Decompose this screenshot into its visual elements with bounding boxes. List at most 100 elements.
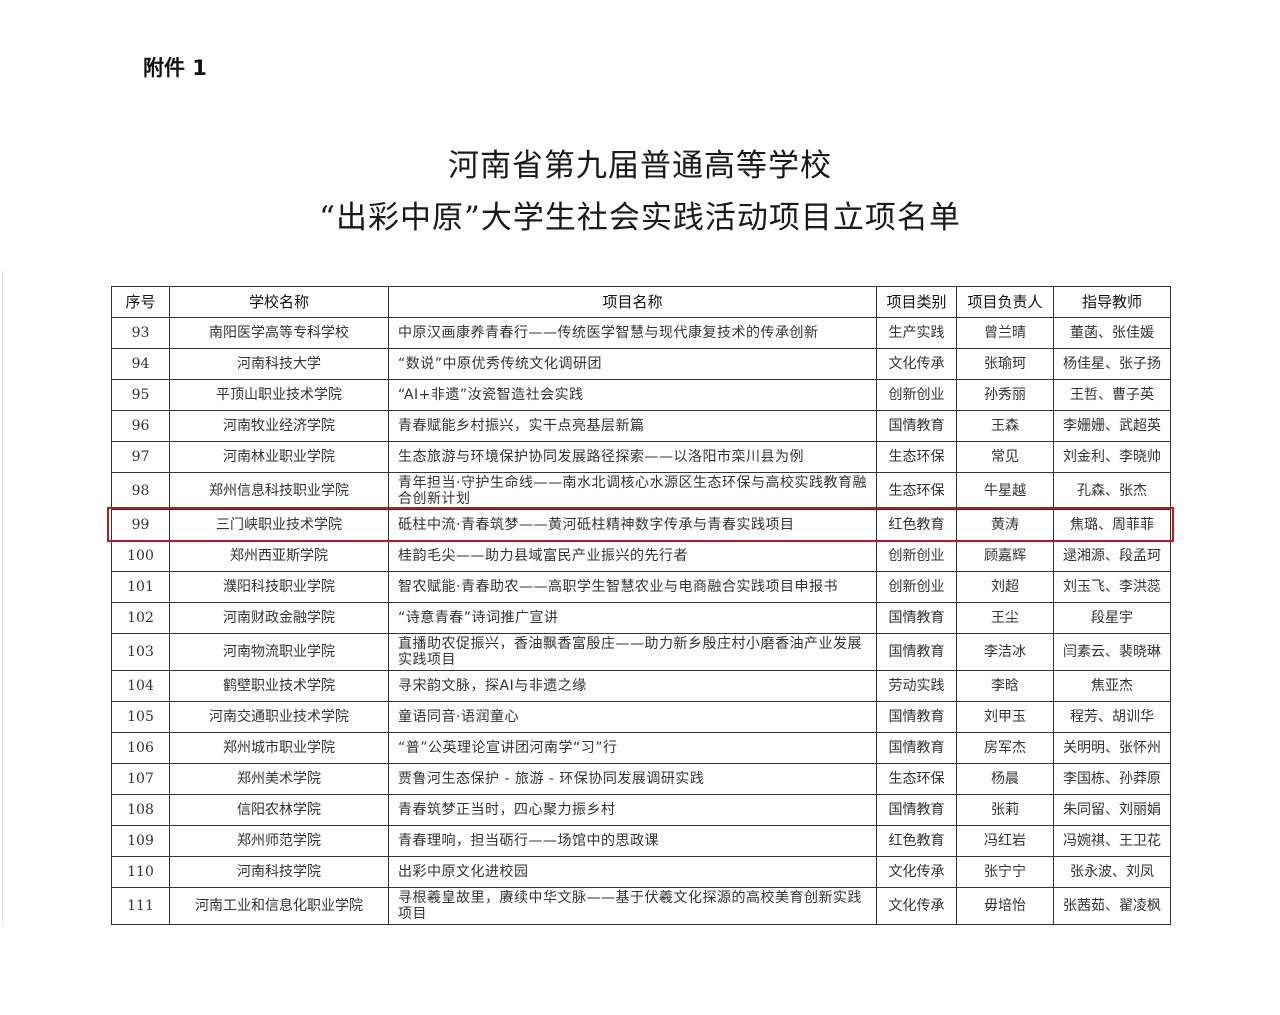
cell-number: 95 xyxy=(111,379,170,411)
cell-project: 童语同音·语润童心 xyxy=(388,701,877,733)
cell-project: 智农赋能·青春助农——高职学生智慧农业与电商融合实践项目申报书 xyxy=(388,571,877,603)
cell-number: 101 xyxy=(111,571,170,603)
table-row: 100 郑州西亚斯学院 桂韵毛尖——助力县域富民产业振兴的先行者 创新创业 顾嘉辉 逯湘源… xyxy=(111,540,1171,572)
cell-number: 94 xyxy=(111,348,170,380)
cell-school: 河南物流职业学院 xyxy=(169,633,389,671)
cell-advisors: 李姗姗、武超英 xyxy=(1053,410,1171,442)
cell-advisors: 闫素云、裴晓琳 xyxy=(1053,633,1171,671)
cell-advisors: 焦璐、周菲菲 xyxy=(1053,509,1171,541)
cell-category: 生态环保 xyxy=(876,472,957,510)
cell-number: 99 xyxy=(111,509,170,541)
cell-leader: 房军杰 xyxy=(956,732,1054,764)
attachment-label: 附件 1 xyxy=(143,56,207,80)
header-school: 学校名称 xyxy=(169,286,389,318)
cell-number: 105 xyxy=(111,701,170,733)
document-title-line1: 河南省第九届普通高等学校 xyxy=(448,148,832,184)
table-row: 95 平顶山职业技术学院 “AI+非遗”汝瓷智造社会实践 创新创业 孙秀丽 王哲、曹子英 xyxy=(111,379,1171,411)
cell-number: 100 xyxy=(111,540,170,572)
cell-number: 98 xyxy=(111,472,170,510)
cell-leader: 张宁宁 xyxy=(956,856,1054,888)
cell-category: 国情教育 xyxy=(876,701,957,733)
header-category: 项目类别 xyxy=(876,286,957,318)
cell-project: 直播助农促振兴，香油飘香富殷庄——助力新乡殷庄村小磨香油产业发展实践项目 xyxy=(388,633,877,671)
cell-number: 108 xyxy=(111,794,170,826)
cell-leader: 毋培怡 xyxy=(956,887,1054,925)
cell-category: 生态环保 xyxy=(876,763,957,795)
cell-leader: 杨晨 xyxy=(956,763,1054,795)
cell-leader: 王尘 xyxy=(956,602,1054,634)
cell-school: 郑州城市职业学院 xyxy=(169,732,389,764)
cell-category: 国情教育 xyxy=(876,732,957,764)
cell-leader: 刘超 xyxy=(956,571,1054,603)
cell-category: 文化传承 xyxy=(876,856,957,888)
cell-advisors: 刘金利、李晓帅 xyxy=(1053,441,1171,473)
cell-project: 青春赋能乡村振兴，实干点亮基层新篇 xyxy=(388,410,877,442)
cell-project: 寻宋韵文脉，探AI与非遗之缘 xyxy=(388,670,877,702)
cell-advisors: 董菡、张佳媛 xyxy=(1053,317,1171,349)
cell-school: 河南交通职业技术学院 xyxy=(169,701,389,733)
cell-project: “普”公英理论宣讲团河南学“习”行 xyxy=(388,732,877,764)
header-advisors: 指导教师 xyxy=(1053,286,1171,318)
cell-school: 河南林业职业学院 xyxy=(169,441,389,473)
cell-number: 93 xyxy=(111,317,170,349)
cell-leader: 常见 xyxy=(956,441,1054,473)
table-row: 101 濮阳科技职业学院 智农赋能·青春助农——高职学生智慧农业与电商融合实践项目申… xyxy=(111,571,1171,603)
cell-number: 97 xyxy=(111,441,170,473)
table-row: 111 河南工业和信息化职业学院 寻根羲皇故里，赓续中华文脉——基于伏羲文化探源的高… xyxy=(111,887,1171,925)
cell-school: 南阳医学高等专科学校 xyxy=(169,317,389,349)
table-row: 102 河南财政金融学院 “诗意青春”诗词推广宣讲 国情教育 王尘 段星宇 xyxy=(111,602,1171,634)
cell-school: 平顶山职业技术学院 xyxy=(169,379,389,411)
cell-school: 鹤壁职业技术学院 xyxy=(169,670,389,702)
cell-school: 河南财政金融学院 xyxy=(169,602,389,634)
table-row: 105 河南交通职业技术学院 童语同音·语润童心 国情教育 刘甲玉 程芳、胡训华 xyxy=(111,701,1171,733)
cell-category: 创新创业 xyxy=(876,379,957,411)
cell-school: 河南科技学院 xyxy=(169,856,389,888)
cell-school: 河南科技大学 xyxy=(169,348,389,380)
cell-project: 砥柱中流·青春筑梦——黄河砥柱精神数字传承与青春实践项目 xyxy=(388,509,877,541)
cell-category: 生态环保 xyxy=(876,441,957,473)
cell-advisors: 刘玉飞、李洪蕊 xyxy=(1053,571,1171,603)
cell-leader: 黄涛 xyxy=(956,509,1054,541)
table-row: 107 郑州美术学院 贾鲁河生态保护 - 旅游 - 环保协同发展调研实践 生态环保 杨晨… xyxy=(111,763,1171,795)
table-row: 97 河南林业职业学院 生态旅游与环境保护协同发展路径探索——以洛阳市栾川县为例 生态… xyxy=(111,441,1171,473)
cell-advisors: 逯湘源、段孟珂 xyxy=(1053,540,1171,572)
cell-project: “AI+非遗”汝瓷智造社会实践 xyxy=(388,379,877,411)
cell-number: 111 xyxy=(111,887,170,925)
cell-leader: 刘甲玉 xyxy=(956,701,1054,733)
cell-advisors: 杨佳星、张子扬 xyxy=(1053,348,1171,380)
table-row: 109 郑州师范学院 青春理响，担当砺行——场馆中的思政课 红色教育 冯红岩 冯婉祺、王卫… xyxy=(111,825,1171,857)
cell-advisors: 关明明、张怀州 xyxy=(1053,732,1171,764)
cell-leader: 顾嘉辉 xyxy=(956,540,1054,572)
document-title-line2: “出彩中原”大学生社会实践活动项目立项名单 xyxy=(319,200,961,236)
cell-leader: 李洁冰 xyxy=(956,633,1054,671)
cell-number: 110 xyxy=(111,856,170,888)
cell-category: 红色教育 xyxy=(876,509,957,541)
cell-advisors: 孔森、张杰 xyxy=(1053,472,1171,510)
table-row: 108 信阳农林学院 青春筑梦正当时，四心聚力振乡村 国情教育 张莉 朱同留、刘丽娟 xyxy=(111,794,1171,826)
cell-leader: 张莉 xyxy=(956,794,1054,826)
table-row: 98 郑州信息科技职业学院 青年担当·守护生命线——南水北调核心水源区生态环保与高校… xyxy=(111,472,1171,510)
cell-number: 104 xyxy=(111,670,170,702)
cell-leader: 曾兰晴 xyxy=(956,317,1054,349)
cell-category: 国情教育 xyxy=(876,410,957,442)
cell-school: 濮阳科技职业学院 xyxy=(169,571,389,603)
cell-advisors: 张茜茹、翟凌枫 xyxy=(1053,887,1171,925)
cell-number: 109 xyxy=(111,825,170,857)
cell-school: 郑州师范学院 xyxy=(169,825,389,857)
cell-project: 青春理响，担当砺行——场馆中的思政课 xyxy=(388,825,877,857)
cell-school: 三门峡职业技术学院 xyxy=(169,509,389,541)
cell-project: 中原汉画康养青春行——传统医学智慧与现代康复技术的传承创新 xyxy=(388,317,877,349)
table-header-row: 序号 学校名称 项目名称 项目类别 项目负责人 指导教师 xyxy=(111,286,1171,318)
cell-advisors: 张永波、刘凤 xyxy=(1053,856,1171,888)
cell-advisors: 程芳、胡训华 xyxy=(1053,701,1171,733)
cell-number: 107 xyxy=(111,763,170,795)
cell-category: 创新创业 xyxy=(876,571,957,603)
cell-school: 河南工业和信息化职业学院 xyxy=(169,887,389,925)
cell-category: 国情教育 xyxy=(876,633,957,671)
cell-number: 106 xyxy=(111,732,170,764)
cell-advisors: 王哲、曹子英 xyxy=(1053,379,1171,411)
cell-advisors: 段星宇 xyxy=(1053,602,1171,634)
table-row: 110 河南科技学院 出彩中原文化进校园 文化传承 张宁宁 张永波、刘凤 xyxy=(111,856,1171,888)
cell-project: 青春筑梦正当时，四心聚力振乡村 xyxy=(388,794,877,826)
cell-category: 国情教育 xyxy=(876,602,957,634)
